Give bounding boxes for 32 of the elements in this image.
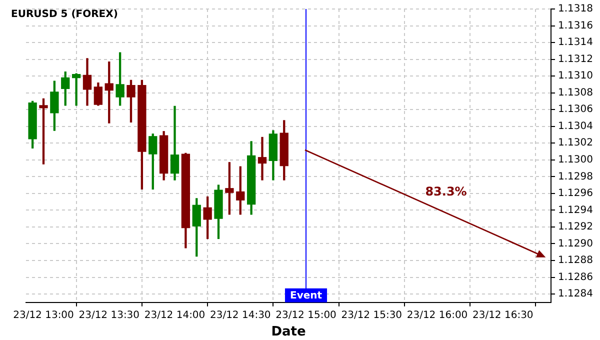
y-tick-label: 1.1310 [558, 70, 594, 82]
x-tick-label: 23/12 14:00 [144, 310, 206, 321]
x-tick-label: 23/12 15:30 [341, 310, 402, 321]
annotation: 83.3% [425, 184, 467, 198]
x-tick-label: 23/12 15:00 [276, 310, 336, 321]
y-tick-label: 1.1314 [558, 37, 594, 48]
x-tick-label: 23/12 13:00 [13, 310, 74, 321]
y-tick-label: 1.1312 [558, 54, 594, 65]
y-tick-label: 1.1292 [558, 222, 594, 233]
y-tick-label: 1.1296 [558, 188, 594, 200]
candlestick [258, 136, 267, 180]
y-tick-label: 1.1298 [558, 171, 594, 182]
candlestick [72, 73, 81, 106]
x-tick-label: 23/12 16:00 [406, 310, 468, 321]
x-axis-title: Date [271, 324, 306, 340]
y-tick-label: 1.1302 [558, 138, 594, 149]
x-tick-label: 23/12 16:30 [472, 310, 534, 321]
y-tick-label: 1.1308 [558, 87, 594, 98]
y-tick-label: 1.1286 [558, 272, 594, 283]
y-tick-label: 1.1284 [558, 288, 594, 300]
x-tick-label: 23/12 13:30 [78, 310, 140, 321]
chart-title: EURUSD 5 (FOREX) [11, 9, 118, 20]
x-tick-label: 23/12 14:30 [210, 310, 271, 321]
y-tick-label: 1.1294 [558, 204, 594, 216]
y-tick-label: 1.1304 [558, 120, 594, 132]
y-tick-label: 1.1300 [558, 154, 594, 166]
y-tick-label: 1.1288 [558, 255, 594, 266]
y-tick-label: 1.1306 [558, 104, 594, 116]
y-tick-label: 1.1318 [558, 4, 594, 15]
y-tick-label: 1.1290 [558, 238, 594, 250]
y-tick-label: 1.1316 [558, 20, 594, 32]
ref-line-label: Event [290, 290, 322, 302]
